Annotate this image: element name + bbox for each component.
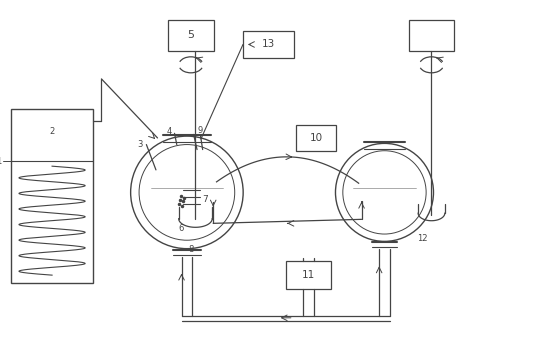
Text: 2: 2 <box>50 127 54 136</box>
Text: 8: 8 <box>189 245 194 254</box>
Text: 6: 6 <box>178 224 184 233</box>
Bar <box>409 20 454 51</box>
Bar <box>243 31 294 58</box>
Text: 12: 12 <box>418 234 428 244</box>
Text: 5: 5 <box>187 30 194 40</box>
Text: 3: 3 <box>138 140 143 149</box>
Circle shape <box>335 143 434 241</box>
Bar <box>168 20 214 51</box>
Text: 4: 4 <box>167 127 172 136</box>
Bar <box>296 125 336 151</box>
Text: 1: 1 <box>0 157 1 166</box>
Bar <box>286 261 331 289</box>
Text: 7: 7 <box>202 195 208 204</box>
Text: 10: 10 <box>310 133 323 143</box>
Bar <box>11 109 93 283</box>
Circle shape <box>131 136 243 249</box>
Text: 13: 13 <box>262 40 275 49</box>
Text: 11: 11 <box>302 270 315 280</box>
Circle shape <box>139 144 235 240</box>
Circle shape <box>343 151 426 234</box>
Text: 9: 9 <box>198 126 202 135</box>
